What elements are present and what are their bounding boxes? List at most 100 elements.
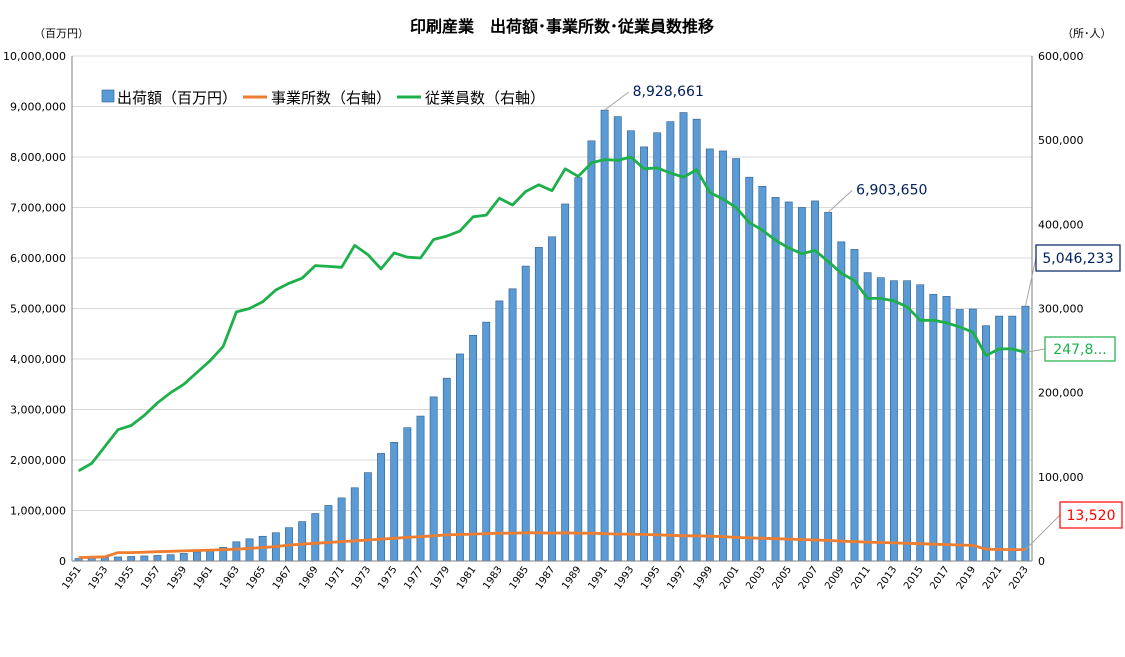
x-tick-label: 1997 bbox=[665, 564, 689, 591]
x-tick-label: 2011 bbox=[849, 564, 873, 591]
callout-leader bbox=[1025, 348, 1046, 353]
bar bbox=[771, 197, 780, 562]
bar bbox=[482, 321, 491, 562]
bar bbox=[390, 442, 399, 562]
right-axis-unit: （所･人） bbox=[1062, 27, 1112, 40]
bar bbox=[403, 427, 412, 562]
x-tick-label: 1963 bbox=[218, 564, 242, 591]
bar bbox=[929, 294, 938, 562]
x-tick-label: 1957 bbox=[139, 564, 163, 591]
right-tick-label: 600,000 bbox=[1038, 50, 1084, 63]
callout-leader bbox=[604, 91, 629, 111]
callout-label: 247,8... bbox=[1053, 342, 1106, 358]
x-tick-label: 1965 bbox=[245, 564, 269, 591]
right-tick-label: 200,000 bbox=[1038, 387, 1084, 400]
bar bbox=[153, 555, 162, 562]
x-tick-label: 1961 bbox=[192, 564, 216, 591]
left-tick-label: 7,000,000 bbox=[10, 202, 66, 215]
bar bbox=[1008, 315, 1017, 562]
line-series bbox=[77, 155, 1026, 559]
bar bbox=[600, 109, 609, 562]
legend-label: 出荷額（百万円） bbox=[117, 89, 237, 107]
x-tick-label: 1985 bbox=[508, 564, 532, 591]
callout-box bbox=[1059, 501, 1123, 529]
data-callouts: 8,928,661 6,903,650 5,046,233 247,8... 13,52… bbox=[604, 84, 1123, 550]
x-tick-label: 2023 bbox=[1007, 564, 1031, 591]
x-tick-label: 1969 bbox=[297, 564, 321, 591]
x-tick-label: 2019 bbox=[955, 564, 979, 591]
x-axis-ticks: 1951 1953 1955 1957 1959 1961 1963 1965 1967 1969… bbox=[60, 564, 1030, 591]
bar bbox=[784, 201, 793, 562]
bar bbox=[232, 541, 241, 562]
bar bbox=[363, 472, 372, 562]
left-tick-label: 5,000,000 bbox=[10, 303, 66, 316]
x-tick-label: 1995 bbox=[639, 564, 663, 591]
bar bbox=[114, 556, 122, 562]
callout-box bbox=[1044, 336, 1116, 362]
bar bbox=[587, 140, 596, 562]
x-tick-label: 1993 bbox=[613, 564, 637, 591]
x-tick-label: 2009 bbox=[823, 564, 847, 591]
callout-label: 6,903,650 bbox=[856, 182, 927, 198]
x-tick-label: 2005 bbox=[771, 564, 795, 591]
bar bbox=[508, 288, 517, 562]
bar bbox=[758, 185, 767, 562]
left-tick-label: 4,000,000 bbox=[10, 353, 66, 366]
chart-title: 印刷産業 出荷額･事業所数･従業員数推移 bbox=[410, 17, 714, 36]
bar bbox=[574, 177, 583, 562]
left-axis-unit: （百万円） bbox=[34, 27, 89, 40]
callout-label: 5,046,233 bbox=[1042, 251, 1113, 267]
bar bbox=[811, 200, 819, 562]
bar bbox=[1021, 305, 1030, 562]
bar bbox=[495, 300, 504, 562]
right-tick-label: 500,000 bbox=[1038, 134, 1084, 147]
right-tick-label: 100,000 bbox=[1038, 471, 1084, 484]
x-tick-label: 1977 bbox=[402, 564, 426, 591]
x-tick-label: 1979 bbox=[429, 564, 453, 591]
bar bbox=[166, 554, 175, 562]
bar bbox=[324, 505, 333, 562]
bar bbox=[311, 513, 320, 562]
bar bbox=[193, 551, 201, 562]
callout-label: 8,928,661 bbox=[633, 84, 704, 100]
bar bbox=[456, 353, 464, 562]
bar bbox=[982, 325, 990, 562]
series-line bbox=[77, 155, 1026, 473]
left-tick-label: 2,000,000 bbox=[10, 454, 66, 467]
bar bbox=[140, 555, 149, 562]
x-tick-label: 1953 bbox=[87, 564, 111, 591]
left-axis-ticks: 0 1,000,000 2,000,000 3,000,000 4,000,000 5,0… bbox=[3, 50, 66, 568]
series-line bbox=[78, 531, 1026, 559]
legend-label: 事業所数（右軸） bbox=[271, 89, 391, 107]
left-tick-label: 10,000,000 bbox=[3, 50, 66, 63]
x-tick-label: 1987 bbox=[534, 564, 558, 591]
bar bbox=[179, 553, 188, 562]
callout-box bbox=[1035, 244, 1121, 272]
bar bbox=[337, 497, 346, 562]
legend-label: 従業員数（右軸） bbox=[425, 89, 545, 107]
bar bbox=[890, 280, 898, 562]
legend: 出荷額（百万円） 事業所数（右軸） 従業員数（右軸） bbox=[101, 89, 545, 107]
x-tick-label: 2015 bbox=[902, 564, 926, 591]
x-tick-label: 1959 bbox=[166, 564, 190, 591]
bar bbox=[626, 130, 635, 562]
bar bbox=[692, 118, 701, 562]
bar bbox=[995, 315, 1004, 562]
callout-leader bbox=[1024, 257, 1037, 307]
right-tick-label: 300,000 bbox=[1038, 303, 1084, 316]
x-tick-label: 2001 bbox=[718, 564, 742, 591]
bar bbox=[732, 158, 741, 562]
left-tick-label: 0 bbox=[59, 555, 66, 568]
left-tick-label: 9,000,000 bbox=[10, 101, 66, 114]
bar bbox=[745, 176, 754, 562]
callout-label: 13,520 bbox=[1067, 508, 1116, 524]
bar bbox=[719, 150, 727, 562]
x-tick-label: 1999 bbox=[692, 564, 716, 591]
bar bbox=[705, 148, 714, 562]
bar bbox=[837, 241, 846, 562]
x-tick-label: 1971 bbox=[323, 564, 347, 591]
bar bbox=[350, 487, 359, 562]
bar bbox=[666, 121, 675, 562]
bar bbox=[127, 556, 136, 562]
